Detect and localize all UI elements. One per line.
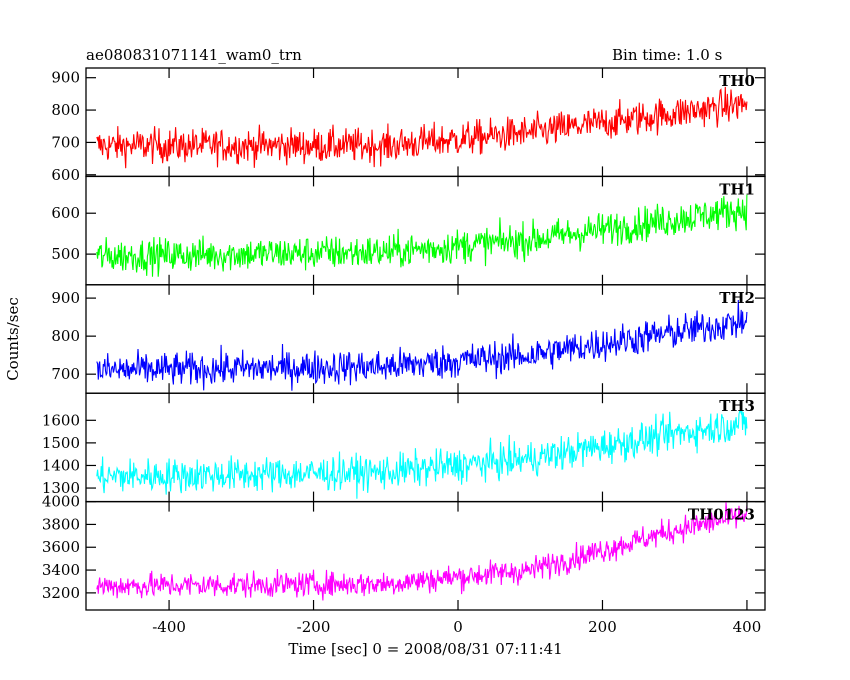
- series-line-th2: [96, 299, 748, 391]
- y-tick-label: 600: [51, 204, 80, 222]
- bin-time-label: Bin time: 1.0 s: [612, 46, 723, 64]
- y-tick-label: 600: [51, 166, 80, 184]
- x-tick-label: 200: [588, 618, 617, 636]
- y-tick-label: 500: [51, 245, 80, 263]
- panel-frame-th0: [85, 67, 766, 178]
- panel-frame-th3: [85, 392, 766, 503]
- series-line-th3: [96, 409, 748, 499]
- panel-frame-th2: [85, 284, 766, 394]
- y-tick-label: 900: [51, 69, 80, 87]
- x-tick-label: -200: [297, 618, 331, 636]
- y-tick-label: 4000: [42, 493, 80, 511]
- x-tick-label: -400: [152, 618, 186, 636]
- file-title: ae080831071141_wam0_trn: [86, 46, 302, 64]
- panel-label-th0123: TH0123: [688, 506, 755, 524]
- y-tick-label: 800: [51, 101, 80, 119]
- y-tick-label: 800: [51, 327, 80, 345]
- panel-frame-th1: [85, 175, 766, 286]
- panel-label-th0: TH0: [719, 72, 755, 90]
- x-tick-label: 0: [453, 618, 463, 636]
- panel-frame-th0123: [85, 500, 766, 611]
- y-tick-label: 700: [51, 133, 80, 151]
- y-axis-title: Counts/sec: [4, 297, 22, 381]
- y-tick-label: 700: [51, 365, 80, 383]
- y-tick-label: 3400: [42, 561, 80, 579]
- series-line-th1: [96, 194, 748, 277]
- y-tick-label: 900: [51, 289, 80, 307]
- y-tick-label: 1600: [42, 411, 80, 429]
- y-tick-label: 1400: [42, 456, 80, 474]
- y-tick-label: 3600: [42, 538, 80, 556]
- series-line-th0: [96, 86, 748, 169]
- x-tick-label: 400: [733, 618, 762, 636]
- y-tick-label: 1300: [42, 479, 80, 497]
- panel-label-th1: TH1: [719, 180, 755, 198]
- y-tick-label: 3200: [42, 584, 80, 602]
- y-tick-label: 3800: [42, 515, 80, 533]
- y-tick-label: 1500: [42, 434, 80, 452]
- series-line-th0123: [96, 502, 748, 601]
- panel-label-th3: TH3: [719, 397, 755, 415]
- panel-label-th2: TH2: [719, 289, 755, 307]
- x-axis-title: Time [sec] 0 = 2008/08/31 07:11:41: [288, 640, 562, 658]
